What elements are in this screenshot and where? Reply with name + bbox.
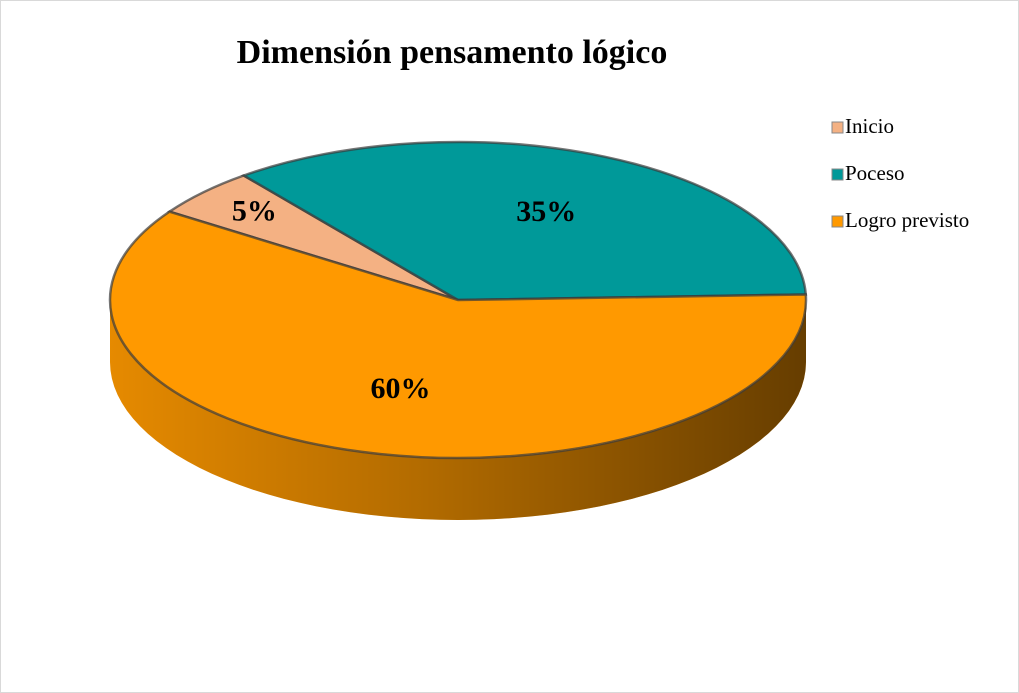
legend-label: Poceso — [845, 161, 905, 185]
data-label: 35% — [516, 195, 576, 228]
slice — [240, 140, 808, 302]
legend-swatch — [831, 215, 844, 228]
legend-swatch — [831, 168, 844, 181]
legend-label: Logro previsto — [845, 208, 969, 232]
slice — [108, 210, 808, 460]
data-label: 60% — [370, 372, 430, 405]
legend-swatch — [831, 121, 844, 134]
data-label: 5% — [232, 195, 277, 228]
slice-side-shade — [110, 300, 806, 520]
chart-title: Dimensión pensamento lógico — [237, 34, 668, 71]
legend-label: Inicio — [845, 114, 894, 138]
